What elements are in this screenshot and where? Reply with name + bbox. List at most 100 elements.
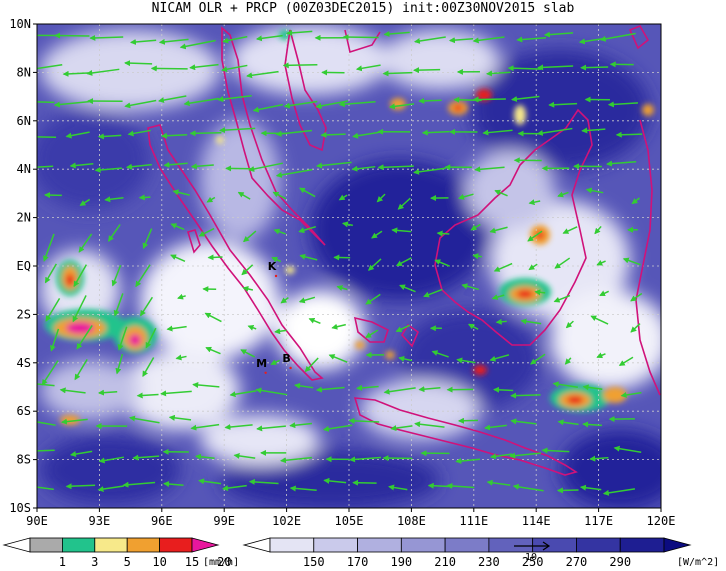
wind-vector	[590, 315, 609, 325]
wind-vector	[606, 160, 637, 167]
colorbar-label: 15	[185, 555, 199, 569]
lon-tick-label: 99E	[213, 514, 235, 528]
wind-vector	[69, 450, 93, 457]
wind-vector	[427, 482, 450, 489]
wind-vector	[553, 294, 571, 303]
wind-vector	[271, 256, 282, 263]
wind-vector	[315, 161, 352, 169]
reference-vector-label: 10	[525, 552, 537, 563]
wind-vector	[418, 97, 442, 104]
wind-vector	[98, 456, 124, 464]
wind-vector	[485, 70, 511, 77]
wind-vector	[170, 223, 185, 231]
wind-vector	[509, 452, 542, 459]
wind-vector	[44, 263, 57, 284]
place-label: B	[282, 352, 290, 365]
wind-vector	[493, 262, 513, 272]
colorbar-label: 250	[522, 555, 544, 569]
coastline-small-island-2	[628, 24, 650, 50]
wind-vector	[421, 129, 450, 136]
wind-vector	[283, 100, 318, 109]
wind-vector	[111, 264, 122, 287]
wind-vector	[377, 164, 414, 171]
wind-vector	[448, 37, 474, 44]
colorbar-label: 150	[303, 555, 325, 569]
wind-vector	[53, 100, 90, 108]
wind-vector	[596, 352, 606, 359]
wind-vector	[240, 349, 256, 358]
coastline-small-island-1	[187, 229, 201, 254]
wind-vector	[446, 482, 475, 489]
wind-vector	[585, 187, 604, 194]
colorbar-label: 270	[566, 555, 588, 569]
wind-vector	[206, 196, 216, 203]
wind-vector	[158, 38, 189, 45]
wind-vector	[132, 454, 160, 461]
wind-vector	[511, 95, 540, 103]
lat-tick-label: 6S	[17, 404, 31, 418]
wind-vector	[457, 417, 478, 424]
wind-vector	[336, 285, 348, 291]
wind-vector	[298, 296, 316, 304]
wind-vector	[495, 318, 507, 325]
wind-vector	[207, 254, 223, 261]
wind-vector	[527, 230, 543, 242]
wind-vector	[423, 288, 443, 298]
lat-tick-label: 2N	[17, 211, 31, 225]
wind-vector	[489, 226, 508, 234]
wind-vector	[280, 456, 312, 464]
wind-vector	[142, 228, 153, 250]
wind-vector	[338, 194, 348, 201]
colorbar-label: 290	[609, 555, 631, 569]
colorbar-swatch	[62, 537, 96, 553]
wind-vector	[198, 227, 215, 237]
wind-vector	[599, 290, 610, 297]
colorbar-label: 210	[434, 555, 456, 569]
lon-tick-label: 114E	[522, 514, 551, 528]
wind-vector	[237, 191, 251, 200]
wind-vector	[436, 230, 450, 237]
wind-vector	[493, 386, 514, 393]
wind-vector	[157, 95, 187, 104]
wind-vector	[170, 254, 186, 262]
place-label: M	[256, 357, 267, 370]
wind-vector	[486, 479, 511, 486]
wind-vector	[557, 191, 569, 198]
wind-vector	[594, 225, 602, 235]
wind-vector	[543, 31, 574, 38]
wind-vector	[548, 101, 578, 108]
wind-vector	[248, 478, 279, 485]
wind-vector	[298, 187, 316, 198]
coastline-bangka	[353, 316, 419, 348]
wind-vector	[219, 127, 256, 134]
wind-vector	[510, 392, 541, 399]
wind-vector	[338, 100, 376, 108]
wind-vector	[275, 129, 312, 137]
colorbar-swatch	[242, 537, 271, 553]
wind-vector	[129, 38, 157, 45]
wind-vector	[117, 326, 128, 351]
wind-vector	[127, 129, 151, 137]
lon-tick-label: 111E	[459, 514, 488, 528]
lat-tick-label: 10S	[9, 501, 31, 515]
wind-vector	[43, 233, 55, 262]
wind-vector	[461, 283, 479, 291]
wind-vector	[602, 488, 636, 496]
wind-vector	[160, 132, 188, 139]
wind-vector	[630, 323, 641, 333]
wind-vector	[289, 485, 317, 492]
plot-area: K M B	[37, 24, 661, 508]
colorbar-label: 170	[347, 555, 369, 569]
colorbar-swatch	[663, 537, 692, 553]
wind-vector	[537, 64, 574, 71]
wind-vector	[631, 197, 640, 205]
wind-vector	[516, 36, 547, 43]
wind-vector	[304, 357, 319, 373]
wind-vector	[607, 101, 639, 108]
wind-vector	[89, 34, 124, 41]
wind-vector	[241, 264, 254, 276]
colorbar-label: 5	[124, 555, 131, 569]
wind-vector	[352, 479, 377, 486]
wind-vector	[582, 384, 603, 391]
